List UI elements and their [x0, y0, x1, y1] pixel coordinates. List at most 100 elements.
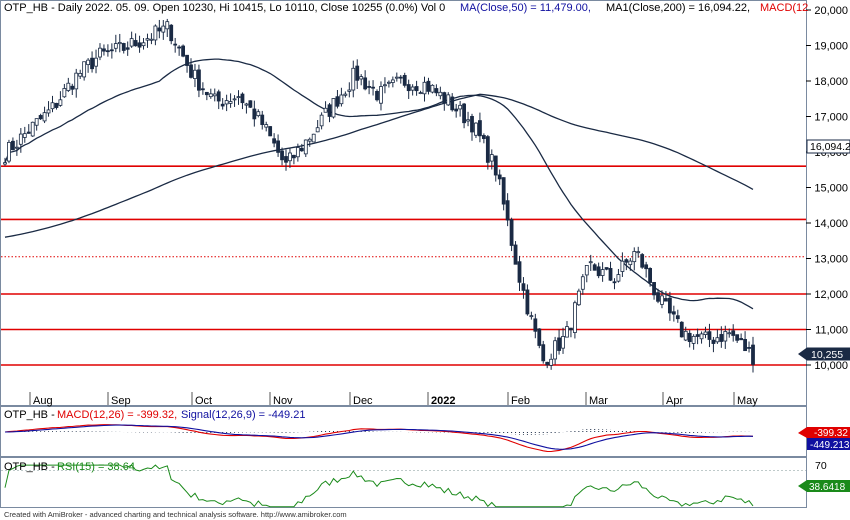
candle-body	[751, 344, 755, 365]
candle-body	[58, 99, 63, 106]
candle-body	[169, 24, 174, 42]
x-tick-label: Sep	[111, 395, 131, 407]
candle-body	[204, 91, 209, 96]
candle-body	[501, 177, 506, 205]
candle-body	[276, 140, 280, 153]
candle-body	[125, 47, 130, 50]
candle-body	[632, 251, 637, 263]
candle-body	[517, 261, 522, 283]
macd-pane-signal-text: Signal(12,26,9) = -449.21	[181, 409, 305, 421]
candle-body	[497, 174, 502, 180]
x-tick-label: Apr	[666, 395, 683, 407]
candle-body	[236, 96, 241, 99]
candle-body	[355, 65, 360, 81]
candle-body	[26, 131, 31, 134]
candle-body	[612, 281, 617, 284]
signal-value-tag: -449.213	[810, 440, 850, 451]
candle-body	[212, 93, 217, 97]
candle-body	[509, 219, 514, 246]
candle-body	[410, 86, 415, 91]
y-tick-label: 14,000	[814, 218, 848, 230]
candle-body	[679, 321, 684, 338]
rsi-value-tag: 38.6418	[809, 482, 846, 493]
candle-body	[256, 111, 261, 117]
candle-body	[208, 93, 213, 98]
candle-body	[521, 283, 526, 291]
candle-body	[133, 40, 138, 47]
candle-body	[478, 120, 482, 137]
candle-body	[608, 268, 613, 281]
candle-body	[141, 42, 146, 47]
candle-body	[371, 86, 375, 89]
ma200-value-tag: 16,094.2	[810, 141, 850, 153]
candle-body	[260, 114, 265, 125]
candle-body	[493, 155, 498, 176]
candle-body	[70, 85, 75, 90]
candle-body	[331, 98, 336, 118]
candle-body	[667, 297, 672, 314]
candle-body	[648, 268, 653, 283]
candle-body	[232, 98, 237, 101]
close-value-tag: 10,255	[811, 349, 843, 361]
y-tick-label: 11,000	[815, 325, 848, 337]
candle-body	[367, 86, 372, 88]
candle-body	[596, 266, 601, 277]
candle-body	[386, 81, 391, 84]
rsi-line	[1, 464, 806, 508]
candle-body	[94, 57, 98, 67]
ma50-legend: MA(Close,50) = 11,479.00,	[460, 2, 591, 14]
y-tick-label: 13,000	[814, 254, 848, 266]
candle-body	[691, 335, 696, 344]
price-y-axis: 10,000 11,000 12,000 13,000 14,000 15,000 16,0…	[806, 5, 848, 372]
candle-body	[541, 344, 546, 362]
candle-body	[18, 133, 23, 145]
candle-body	[687, 332, 692, 342]
candle-body	[513, 244, 518, 265]
candle-body	[703, 331, 708, 335]
candle-body	[394, 76, 399, 79]
candle-body	[699, 333, 704, 340]
candles	[3, 18, 755, 373]
candle-body	[470, 116, 474, 133]
candle-body	[54, 102, 59, 108]
candle-body	[193, 69, 197, 79]
candle-body	[664, 298, 668, 302]
candle-body	[200, 88, 205, 91]
rsi-70-tick: 70	[815, 460, 827, 472]
candle-body	[177, 46, 182, 49]
candle-body	[414, 86, 419, 92]
candle-body	[537, 328, 542, 346]
candle-body	[98, 47, 102, 58]
candle-body	[549, 358, 554, 366]
ma200-polyline	[4, 93, 754, 238]
candle-body	[600, 269, 605, 276]
candle-body	[30, 121, 35, 137]
candle-body	[327, 104, 332, 117]
candle-body	[390, 79, 395, 83]
candle-body	[711, 339, 716, 344]
candle-body	[319, 114, 324, 127]
candle-body	[454, 108, 459, 112]
candle-body	[446, 94, 451, 106]
ma50-line	[4, 58, 754, 310]
candle-body	[50, 102, 55, 110]
candle-body	[86, 59, 91, 66]
candle-body	[592, 264, 597, 271]
candle-body	[426, 80, 431, 92]
candle-body	[181, 45, 185, 57]
candle-body	[624, 259, 629, 263]
x-tick-label: Oct	[195, 395, 212, 407]
candle-body	[671, 311, 676, 315]
candle-body	[442, 92, 447, 104]
candle-body	[335, 96, 340, 107]
ma50-polyline	[4, 58, 754, 310]
candle-body	[66, 82, 71, 91]
macd-legend-truncated: MACD(12	[760, 2, 808, 14]
candle-body	[299, 147, 304, 152]
candle-body	[173, 43, 178, 46]
candle-body	[38, 115, 43, 120]
candle-body	[113, 43, 118, 49]
candle-body	[272, 138, 277, 144]
candle-body	[553, 340, 558, 360]
candle-body	[466, 119, 470, 122]
